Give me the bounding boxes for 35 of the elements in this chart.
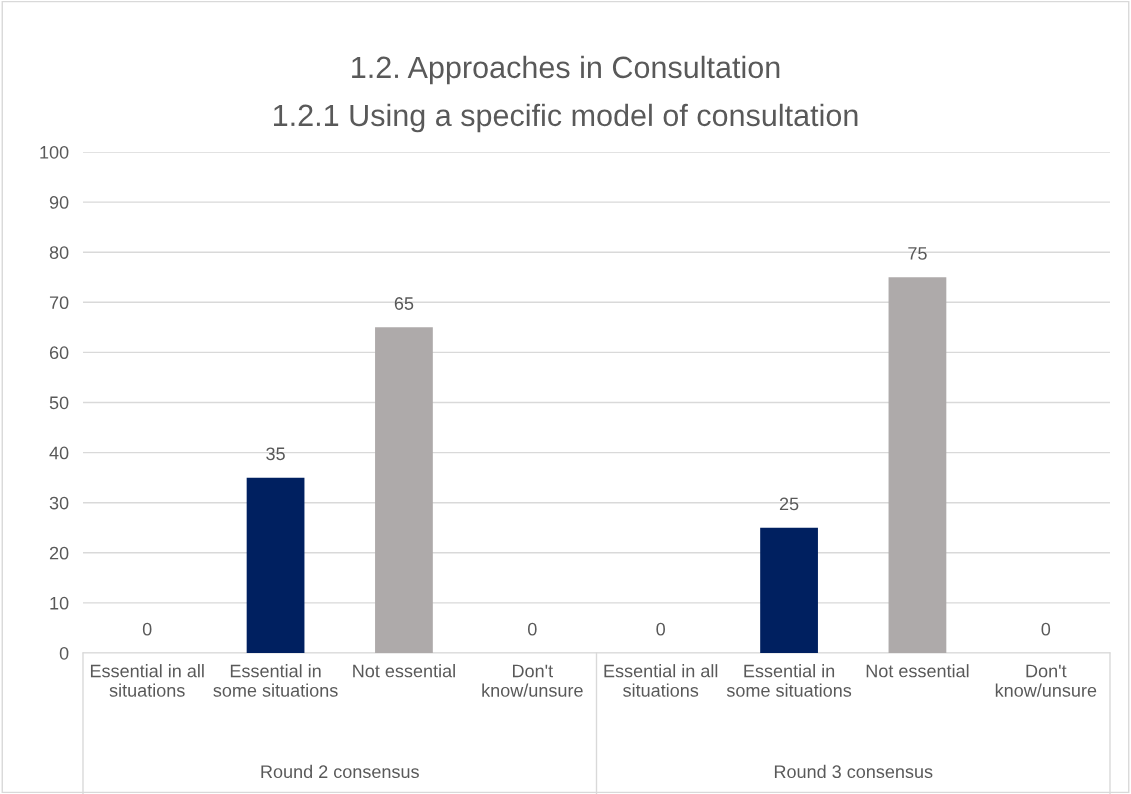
data-label: 35 xyxy=(266,447,285,461)
bar xyxy=(888,277,947,653)
x-tick-label: Essential in all situations xyxy=(90,664,204,697)
chart-title: 1.2. Approaches in Consultation xyxy=(352,55,780,85)
y-tick-label: 70 xyxy=(49,296,69,310)
data-label: 75 xyxy=(908,247,927,260)
bar xyxy=(760,527,818,653)
y-tick-label: 60 xyxy=(49,346,69,360)
data-label: 0 xyxy=(528,622,537,636)
data-label: 25 xyxy=(779,497,799,511)
bar xyxy=(246,477,305,653)
data-label: 65 xyxy=(394,297,414,310)
x-tick-label: Essential in all situations xyxy=(604,664,718,697)
y-tick-label: 50 xyxy=(49,396,69,410)
y-tick-label: 20 xyxy=(49,546,69,560)
y-tick-label: 10 xyxy=(50,596,69,610)
y-tick-label: 100 xyxy=(40,145,69,159)
x-tick-label: Essential in some situations xyxy=(213,664,338,697)
x-tick-label: Not essential xyxy=(866,664,969,678)
bar xyxy=(375,327,433,653)
data-label: 0 xyxy=(1041,622,1051,636)
y-tick-label: 90 xyxy=(49,196,69,209)
y-tick-label: 30 xyxy=(49,496,69,510)
x-tick-label: Not essential xyxy=(353,664,455,678)
text: Round 2 consensus xyxy=(261,764,419,779)
chart-subtitle: 1.2.1 Using a specific model of consultation xyxy=(274,103,858,133)
data-label: 0 xyxy=(142,622,152,636)
x-tick-label: Don't know/unsure xyxy=(995,664,1097,697)
data-label: 0 xyxy=(656,622,665,636)
text: Round 3 consensus xyxy=(774,764,933,779)
x-tick-label: Essential in some situations xyxy=(726,664,852,697)
y-tick-label: 0 xyxy=(59,646,69,660)
x-tick-label: Don't know/unsure xyxy=(482,664,583,697)
y-tick-label: 80 xyxy=(49,246,69,259)
y-tick-label: 40 xyxy=(49,446,69,460)
